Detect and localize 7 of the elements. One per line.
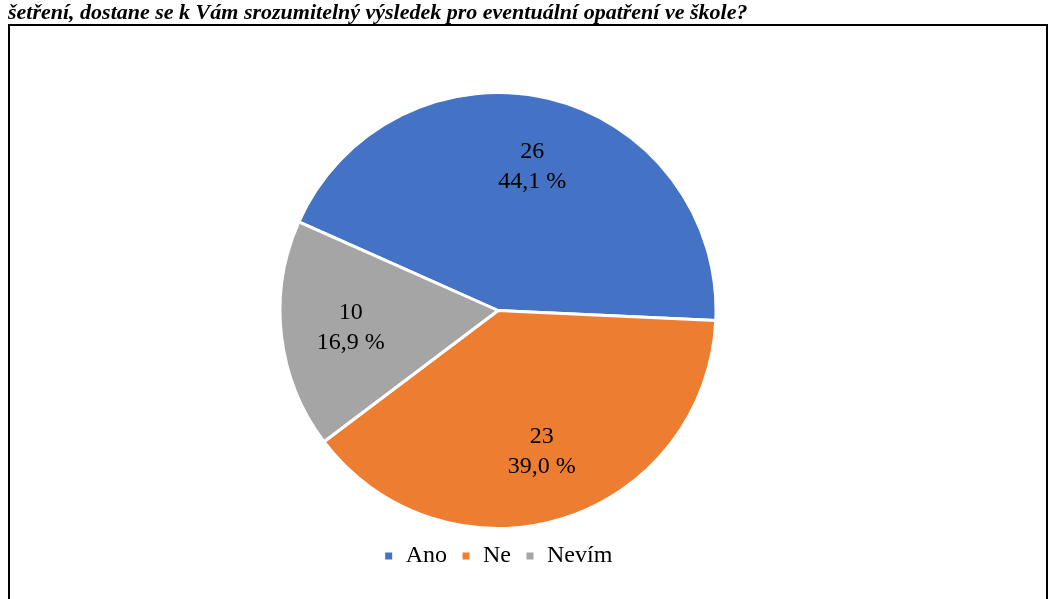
legend-label: Ne [483, 541, 511, 568]
data-label: 10 16,9 % [316, 297, 385, 354]
chart-title: šetření, dostane se k Vám srozumitelný výsledek pro eventuální opatření ve škole? [7, 0, 749, 24]
legend-label: Nevím [547, 541, 613, 568]
data-label: 26 44,1 % [498, 136, 567, 193]
data-label: 23 39,0 % [507, 422, 576, 479]
legend-label: Ano [405, 541, 448, 568]
